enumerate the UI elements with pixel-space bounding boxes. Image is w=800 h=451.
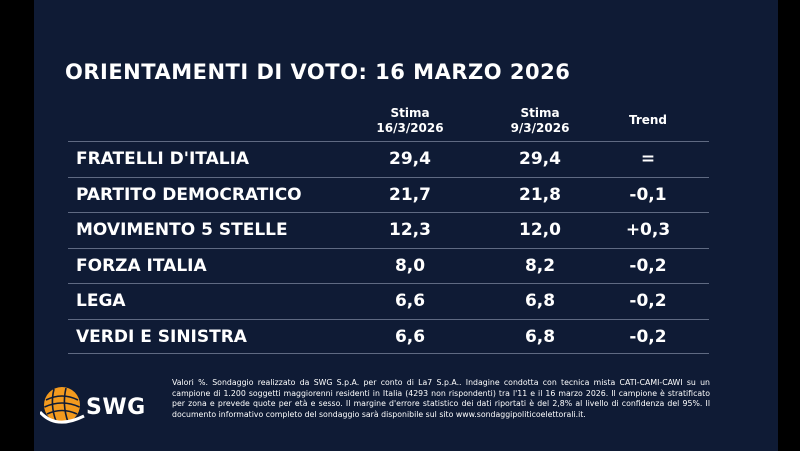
column-header-line2: 16/3/2026 <box>376 121 444 135</box>
column-header-line1: Stima <box>390 106 430 120</box>
party-name: MOVIMENTO 5 STELLE <box>76 220 288 240</box>
value-stima-16-3: 6,6 <box>394 291 426 311</box>
value-trend: +0,3 <box>625 220 671 240</box>
column-header-line1: Trend <box>628 113 668 127</box>
table-row: FRATELLI D'ITALIA 29,4 29,4 = <box>68 141 709 177</box>
column-header-line1: Stima <box>520 106 560 120</box>
value-stima-9-3: 12,0 <box>519 220 561 240</box>
column-header-stima-16-3: Stima 16/3/2026 <box>360 106 460 136</box>
party-name: FORZA ITALIA <box>76 255 207 276</box>
value-stima-9-3: 6,8 <box>524 326 556 347</box>
value-trend: -0,2 <box>629 291 667 311</box>
swg-globe-logo-icon <box>40 387 85 424</box>
value-stima-16-3: 21,7 <box>389 184 431 205</box>
value-stima-16-3: 8,0 <box>394 255 426 276</box>
swg-logo-text: SWG <box>86 395 146 420</box>
value-stima-9-3: 8,2 <box>524 255 556 276</box>
column-header-stima-9-3: Stima 9/3/2026 <box>490 106 590 136</box>
table-row: MOVIMENTO 5 STELLE 12,3 12,0 +0,3 <box>68 212 709 248</box>
column-header-line2: 9/3/2026 <box>510 121 570 135</box>
party-name: PARTITO DEMOCRATICO <box>76 184 302 205</box>
value-trend: -0,1 <box>629 184 667 205</box>
value-stima-9-3: 6,8 <box>524 291 556 311</box>
value-stima-16-3: 12,3 <box>389 220 431 240</box>
value-stima-9-3: 21,8 <box>519 184 561 205</box>
value-stima-16-3: 29,4 <box>389 149 431 169</box>
party-name: FRATELLI D'ITALIA <box>76 149 250 169</box>
value-trend: -0,2 <box>629 326 667 347</box>
poll-panel <box>34 0 778 451</box>
table-row: LEGA 6,6 6,8 -0,2 <box>68 283 709 319</box>
value-stima-9-3: 29,4 <box>519 149 561 169</box>
poll-table: FRATELLI D'ITALIA 29,4 29,4 = PARTITO DE… <box>68 141 709 354</box>
column-header-trend: Trend <box>598 113 698 128</box>
value-trend: -0,2 <box>629 255 667 276</box>
table-row: PARTITO DEMOCRATICO 21,7 21,8 -0,1 <box>68 176 709 213</box>
methodology-footnote: Valori %. Sondaggio realizzato da SWG S.… <box>172 378 710 419</box>
table-row: VERDI E SINISTRA 6,6 6,8 -0,2 <box>68 318 709 354</box>
chart-title: ORIENTAMENTI DI VOTO: 16 MARZO 2026 <box>65 60 571 84</box>
party-name: LEGA <box>76 291 126 311</box>
value-trend: = <box>640 149 656 169</box>
table-row: FORZA ITALIA 8,0 8,2 -0,2 <box>68 247 709 284</box>
party-name: VERDI E SINISTRA <box>76 326 247 347</box>
value-stima-16-3: 6,6 <box>394 326 426 347</box>
